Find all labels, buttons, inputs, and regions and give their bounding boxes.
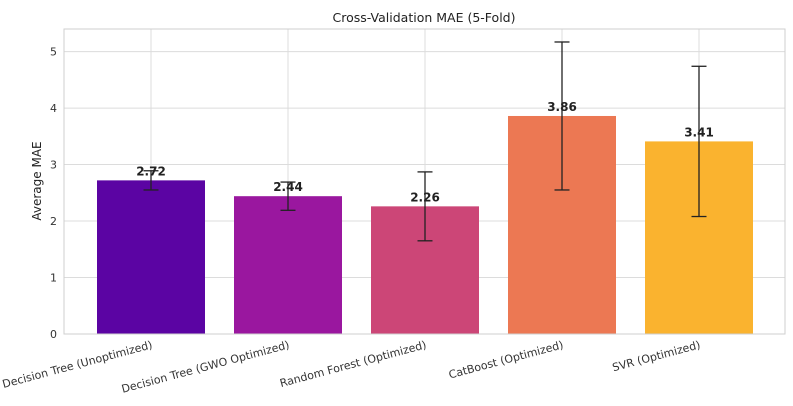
y-axis-ticks: 0 1 2 3 4 5: [50, 46, 57, 341]
data-label: 2.44: [273, 180, 303, 194]
data-label: 3.86: [547, 100, 577, 114]
x-axis-ticks: Decision Tree (Unoptimized)Decision Tree…: [1, 338, 702, 395]
data-label: 2.72: [136, 164, 166, 178]
data-label: 3.41: [684, 125, 714, 139]
y-tick-label: 3: [50, 159, 57, 172]
data-label: 2.26: [410, 190, 440, 204]
error-bars: [143, 41, 707, 242]
x-tick-label: CatBoost (Optimized): [447, 338, 565, 381]
y-tick-label: 4: [50, 102, 57, 115]
y-tick-label: 1: [50, 272, 57, 285]
bar: [234, 196, 342, 334]
y-tick-label: 5: [50, 46, 57, 59]
bar: [97, 180, 205, 334]
y-tick-label: 0: [50, 328, 57, 341]
x-tick-label: SVR (Optimized): [611, 338, 702, 374]
plot-frame: [63, 28, 786, 335]
data-labels: 2.72 2.44 2.26 3.86 3.41: [136, 100, 714, 204]
y-tick-label: 2: [50, 215, 57, 228]
bars: [97, 115, 753, 335]
x-tick-label: Random Forest (Optimized): [278, 338, 427, 390]
chart-title: Cross-Validation MAE (5-Fold): [333, 10, 516, 25]
y-axis-label: Average MAE: [30, 141, 44, 220]
